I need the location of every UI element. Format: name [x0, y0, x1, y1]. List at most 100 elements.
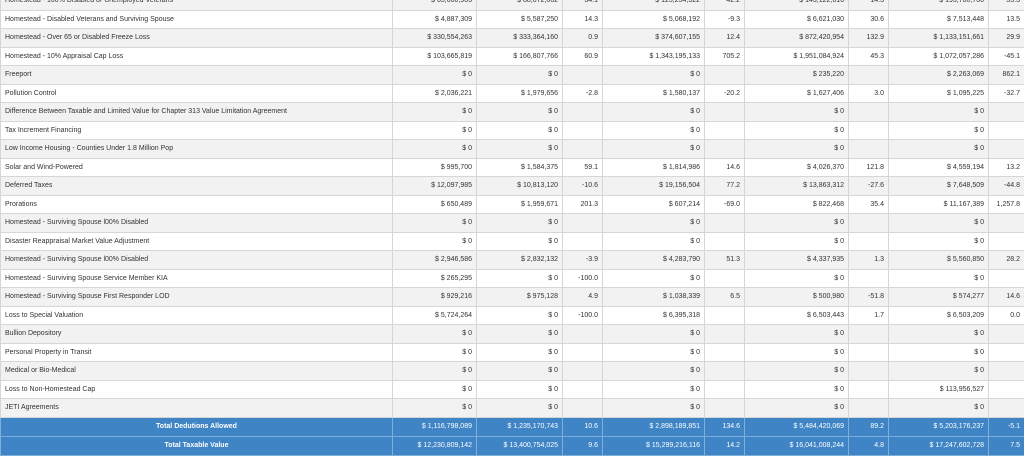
value-year-2-cell: $ 0	[477, 362, 563, 381]
deduction-name-cell: Medical or Bio-Medical	[1, 362, 393, 381]
table-row: Deferred Taxes$ 12,097,985$ 10,813,120-1…	[1, 177, 1024, 196]
value-year-2-cell: $ 0	[477, 66, 563, 85]
value-year-4-total-cell: $ 5,484,420,069	[745, 417, 849, 436]
pct-change-4-cell	[849, 269, 889, 288]
deduction-name-cell: Loss to Special Valuation	[1, 306, 393, 325]
value-year-2-cell: $ 0	[477, 140, 563, 159]
pct-change-2-cell: 59.1	[563, 158, 603, 177]
table-row: JETI Agreements$ 0$ 0$ 0$ 0$ 0	[1, 399, 1024, 418]
value-year-5-cell: $ 1,095,225	[889, 84, 989, 103]
pct-change-4-cell: 132.9	[849, 29, 889, 48]
value-year-1-cell: $ 0	[393, 380, 477, 399]
pct-change-3-cell	[705, 269, 745, 288]
value-year-3-cell: $ 0	[603, 103, 705, 122]
value-year-4-cell: $ 0	[745, 325, 849, 344]
value-year-4-cell: $ 0	[745, 380, 849, 399]
value-year-2-cell: $ 0	[477, 399, 563, 418]
value-year-3-cell: $ 1,343,195,133	[603, 47, 705, 66]
pct-change-2-cell: 14.3	[563, 10, 603, 29]
value-year-3-total-cell: $ 2,898,189,851	[603, 417, 705, 436]
value-year-1-cell: $ 929,216	[393, 288, 477, 307]
pct-change-5-cell: 0.0	[989, 306, 1024, 325]
pct-change-2-cell	[563, 380, 603, 399]
pct-change-5-cell	[989, 214, 1024, 233]
value-year-2-cell: $ 975,128	[477, 288, 563, 307]
deduction-name-cell: Deferred Taxes	[1, 177, 393, 196]
value-year-2-cell: $ 0	[477, 269, 563, 288]
value-year-4-cell: $ 0	[745, 399, 849, 418]
value-year-4-cell: $ 0	[745, 140, 849, 159]
value-year-1-cell: $ 65,660,903	[393, 0, 477, 10]
value-year-4-total-cell: $ 16,041,008,244	[745, 436, 849, 455]
deduction-name-cell: Tax Increment Financing	[1, 121, 393, 140]
pct-change-3-cell: -69.0	[705, 195, 745, 214]
deduction-name-cell: Loss to Non-Homestead Cap	[1, 380, 393, 399]
total-row: Total Taxable Value$ 12,230,809,142$ 13,…	[1, 436, 1024, 455]
value-year-3-cell: $ 0	[603, 269, 705, 288]
pct-change-5-total-cell: -5.1	[989, 417, 1024, 436]
pct-change-5-cell: 13.2	[989, 158, 1024, 177]
value-year-5-total-cell: $ 5,203,176,237	[889, 417, 989, 436]
value-year-4-cell: $ 822,468	[745, 195, 849, 214]
total-label: Total Taxable Value	[1, 436, 393, 455]
value-year-2-total-cell: $ 13,400,754,025	[477, 436, 563, 455]
value-year-3-cell: $ 0	[603, 66, 705, 85]
value-year-4-cell: $ 13,863,312	[745, 177, 849, 196]
pct-change-4-cell: 3.0	[849, 84, 889, 103]
value-year-1-cell: $ 4,887,309	[393, 10, 477, 29]
pct-change-5-cell: 28.2	[989, 251, 1024, 270]
pct-change-3-cell: -9.3	[705, 10, 745, 29]
pct-change-3-cell	[705, 140, 745, 159]
deduction-name-cell: Disaster Reappraisal Market Value Adjust…	[1, 232, 393, 251]
value-year-4-cell: $ 0	[745, 362, 849, 381]
deduction-name-cell: Prorations	[1, 195, 393, 214]
pct-change-2-cell: 201.3	[563, 195, 603, 214]
value-year-1-cell: $ 330,554,263	[393, 29, 477, 48]
deduction-name-cell: Homestead - Surviving Spouse l00% Disabl…	[1, 214, 393, 233]
value-year-1-cell: $ 12,097,985	[393, 177, 477, 196]
value-year-1-cell: $ 0	[393, 362, 477, 381]
value-year-2-cell: $ 0	[477, 103, 563, 122]
pct-change-5-cell: 14.6	[989, 288, 1024, 307]
deduction-name-cell: Bullion Depository	[1, 325, 393, 344]
value-year-1-cell: $ 0	[393, 140, 477, 159]
value-year-4-cell: $ 0	[745, 232, 849, 251]
pct-change-5-cell	[989, 399, 1024, 418]
pct-change-4-cell: 1.7	[849, 306, 889, 325]
value-year-1-cell: $ 265,295	[393, 269, 477, 288]
pct-change-4-cell: 45.3	[849, 47, 889, 66]
value-year-2-cell: $ 5,587,250	[477, 10, 563, 29]
pct-change-3-total-cell: 14.2	[705, 436, 745, 455]
pct-change-5-cell	[989, 140, 1024, 159]
pct-change-2-cell: -100.0	[563, 306, 603, 325]
value-year-2-cell: $ 0	[477, 306, 563, 325]
pct-change-4-cell: 14.3	[849, 0, 889, 10]
pct-change-2-cell	[563, 103, 603, 122]
value-year-3-cell: $ 4,283,790	[603, 251, 705, 270]
value-year-5-cell: $ 0	[889, 362, 989, 381]
pct-change-2-cell: -100.0	[563, 269, 603, 288]
pct-change-4-cell: 30.6	[849, 10, 889, 29]
value-year-5-cell: $ 5,560,850	[889, 251, 989, 270]
pct-change-5-cell: 862.1	[989, 66, 1024, 85]
table-row: Disaster Reappraisal Market Value Adjust…	[1, 232, 1024, 251]
value-year-5-cell: $ 113,956,527	[889, 380, 989, 399]
value-year-3-cell: $ 0	[603, 325, 705, 344]
value-year-4-cell: $ 4,337,935	[745, 251, 849, 270]
pct-change-2-cell	[563, 214, 603, 233]
pct-change-2-cell	[563, 399, 603, 418]
pct-change-5-cell	[989, 380, 1024, 399]
value-year-3-cell: $ 0	[603, 399, 705, 418]
pct-change-2-cell: -10.6	[563, 177, 603, 196]
value-year-3-cell: $ 1,814,986	[603, 158, 705, 177]
value-year-4-cell: $ 0	[745, 103, 849, 122]
value-year-5-cell: $ 0	[889, 121, 989, 140]
pct-change-4-cell	[849, 343, 889, 362]
table-row: Homestead - Over 65 or Disabled Freeze L…	[1, 29, 1024, 48]
value-year-2-cell: $ 0	[477, 380, 563, 399]
value-year-3-cell: $ 607,214	[603, 195, 705, 214]
table-row: Homestead - Surviving Spouse l00% Disabl…	[1, 251, 1024, 270]
value-year-5-cell: $ 0	[889, 399, 989, 418]
value-year-3-cell: $ 125,254,522	[603, 0, 705, 10]
